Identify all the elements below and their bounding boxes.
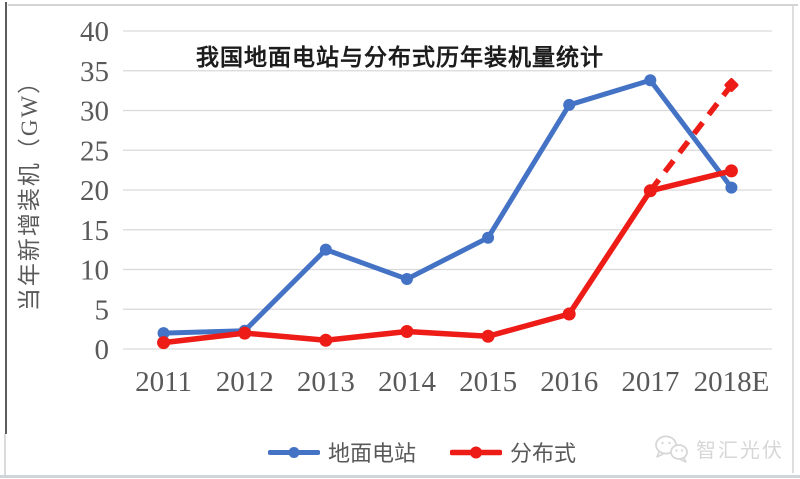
x-tick-label: 2017 (621, 366, 679, 398)
data-point-series-1 (562, 307, 576, 321)
data-point-series-1 (319, 333, 333, 347)
y-tick-label: 40 (80, 16, 109, 48)
y-tick-label: 0 (95, 334, 110, 366)
legend-label: 分布式 (510, 441, 577, 466)
data-point-series-0 (644, 74, 657, 87)
series-line-1 (160, 168, 735, 346)
x-tick-label: 2018E (694, 366, 770, 398)
series-line-0 (161, 77, 734, 336)
y-tick-label: 10 (80, 255, 109, 287)
y-tick-label: 35 (80, 56, 109, 88)
data-point-series-0 (563, 98, 576, 111)
data-point-series-1 (724, 164, 738, 178)
watermark-text: 智汇光伏 (696, 440, 784, 462)
photo-edge-right (792, 6, 794, 473)
y-tick-label: 5 (95, 294, 110, 326)
legend-item-ground-station: 地面电站 (267, 436, 416, 468)
x-tick-label: 2016 (540, 366, 598, 398)
y-tick-label: 20 (80, 175, 109, 207)
data-point-series-0 (482, 231, 495, 244)
x-tick-label: 2012 (216, 366, 274, 398)
chart-title: 我国地面电站与分布式历年装机量统计 (196, 45, 604, 70)
data-point-series-0 (319, 243, 332, 256)
y-tick-label: 25 (80, 135, 109, 167)
x-tick-label: 2015 (459, 366, 517, 398)
legend-line-marker-icon (450, 446, 502, 458)
legend-item-distributed: 分布式 (450, 436, 576, 468)
data-point-series-1 (481, 329, 495, 343)
legend-line-marker-icon (267, 446, 320, 458)
data-point-series-1 (238, 326, 252, 340)
wechat-icon (655, 435, 688, 463)
photo-edge-bottom (0, 475, 800, 478)
y-tick-label: 30 (80, 96, 109, 128)
x-tick-label: 2011 (135, 366, 192, 398)
data-point-series-0 (725, 181, 738, 194)
forecast-diamond-marker (724, 78, 739, 93)
data-point-series-0 (157, 327, 170, 340)
x-tick-label: 2013 (297, 366, 355, 398)
photo-edge-top (8, 4, 798, 6)
y-tick-label: 15 (80, 215, 109, 247)
data-point-series-1 (400, 325, 414, 339)
x-tick-label: 2014 (378, 366, 437, 398)
watermark: 智汇光伏 (653, 434, 784, 463)
chart-legend: 地面电站 分布式 (0, 437, 800, 467)
legend-label: 地面电站 (327, 441, 416, 466)
photo-edge-left (5, 2, 7, 434)
data-point-series-0 (400, 273, 413, 286)
photo-edge-left-lower (4, 434, 6, 475)
data-point-series-1 (157, 336, 171, 350)
